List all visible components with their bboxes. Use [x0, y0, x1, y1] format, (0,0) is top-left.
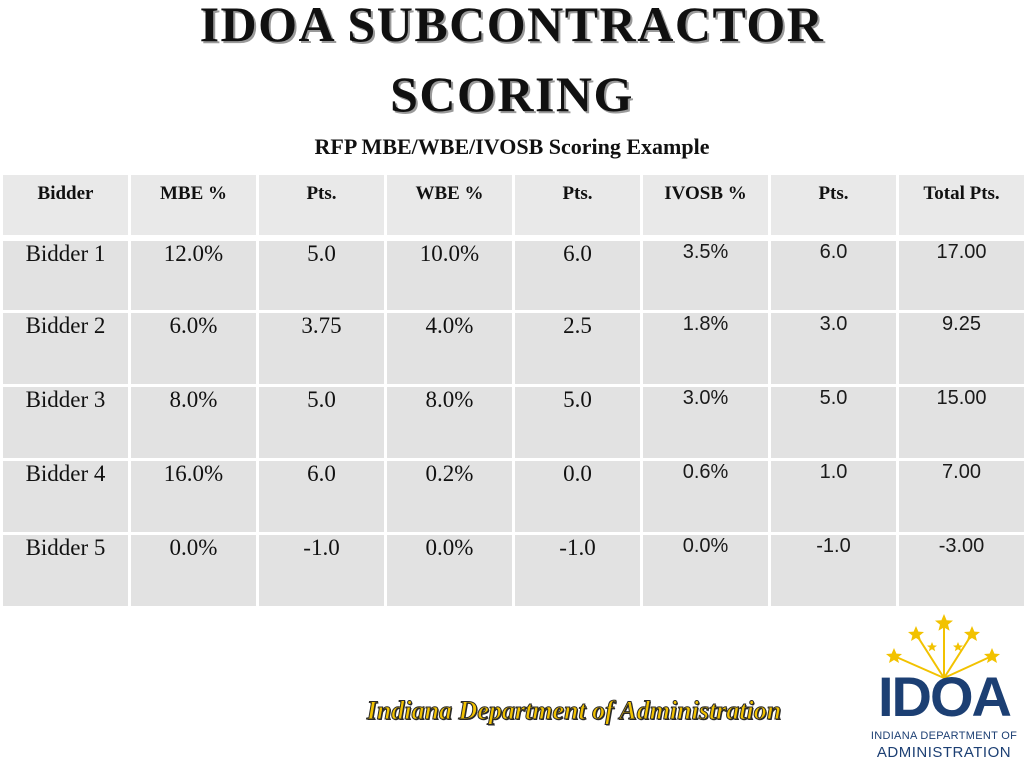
header-bidder: Bidder [0, 172, 131, 241]
table-row: Bidder 3 8.0% 5.0 8.0% 5.0 3.0% 5.0 15.0… [0, 384, 1024, 461]
ivosb-percent-cell: 0.6% [640, 458, 771, 535]
wbe-percent-cell: 10.0% [384, 236, 515, 313]
header-wbe-percent: WBE % [384, 172, 515, 241]
ivosb-percent-cell: 1.8% [640, 310, 771, 387]
bidder-name-cell: Bidder 3 [0, 384, 131, 461]
bidder-name-cell: Bidder 4 [0, 458, 131, 535]
header-mbe-points: Pts. [256, 172, 387, 241]
wbe-points-cell: 6.0 [512, 236, 643, 313]
mbe-percent-cell: 0.0% [128, 532, 259, 609]
ivosb-percent-cell: 0.0% [640, 532, 771, 609]
idoa-logo: IDOA INDIANA DEPARTMENT OF ADMINISTRATIO… [864, 612, 1024, 768]
ivosb-points-cell: 3.0 [768, 310, 899, 387]
ivosb-points-cell: 6.0 [768, 236, 899, 313]
mbe-percent-cell: 6.0% [128, 310, 259, 387]
scoring-table: Bidder MBE % Pts. WBE % Pts. IVOSB % Pts… [0, 172, 1024, 609]
ivosb-points-cell: 1.0 [768, 458, 899, 535]
wbe-points-cell: 0.0 [512, 458, 643, 535]
table-header-row: Bidder MBE % Pts. WBE % Pts. IVOSB % Pts… [0, 172, 1024, 241]
header-mbe-percent: MBE % [128, 172, 259, 241]
mbe-points-cell: 6.0 [256, 458, 387, 535]
ivosb-percent-cell: 3.5% [640, 236, 771, 313]
wbe-points-cell: -1.0 [512, 532, 643, 609]
slide-title-line-2: SCORING [390, 66, 634, 122]
mbe-percent-cell: 8.0% [128, 384, 259, 461]
table-row: Bidder 2 6.0% 3.75 4.0% 2.5 1.8% 3.0 9.2… [0, 310, 1024, 387]
header-wbe-points: Pts. [512, 172, 643, 241]
wbe-percent-cell: 4.0% [384, 310, 515, 387]
slide-title-line-1: IDOA SUBCONTRACTOR [199, 0, 825, 52]
header-total-points: Total Pts. [896, 172, 1024, 241]
ivosb-points-cell: 5.0 [768, 384, 899, 461]
bidder-name-cell: Bidder 5 [0, 532, 131, 609]
logo-subtitle-line-2: ADMINISTRATION [876, 744, 1012, 761]
slide-subtitle: RFP MBE/WBE/IVOSB Scoring Example [314, 134, 710, 159]
wbe-points-cell: 5.0 [512, 384, 643, 461]
bidder-name-cell: Bidder 2 [0, 310, 131, 387]
footer-organization-name: Indiana Department of Administration [366, 696, 782, 726]
total-points-cell: 7.00 [896, 458, 1024, 535]
ivosb-points-cell: -1.0 [768, 532, 899, 609]
star-burst-icon [886, 614, 1000, 679]
ivosb-percent-cell: 3.0% [640, 384, 771, 461]
logo-subtitle-line-1: INDIANA DEPARTMENT OF [870, 730, 1018, 742]
mbe-points-cell: 3.75 [256, 310, 387, 387]
mbe-points-cell: 5.0 [256, 384, 387, 461]
wbe-percent-cell: 0.2% [384, 458, 515, 535]
total-points-cell: -3.00 [896, 532, 1024, 609]
total-points-cell: 15.00 [896, 384, 1024, 461]
logo-letters: IDOA [878, 665, 1012, 728]
table-row: Bidder 4 16.0% 6.0 0.2% 0.0 0.6% 1.0 7.0… [0, 458, 1024, 535]
mbe-percent-cell: 12.0% [128, 236, 259, 313]
header-ivosb-points: Pts. [768, 172, 899, 241]
wbe-percent-cell: 0.0% [384, 532, 515, 609]
total-points-cell: 17.00 [896, 236, 1024, 313]
mbe-points-cell: 5.0 [256, 236, 387, 313]
wbe-percent-cell: 8.0% [384, 384, 515, 461]
header-ivosb-percent: IVOSB % [640, 172, 771, 241]
total-points-cell: 9.25 [896, 310, 1024, 387]
bidder-name-cell: Bidder 1 [0, 236, 131, 313]
wbe-points-cell: 2.5 [512, 310, 643, 387]
table-row: Bidder 5 0.0% -1.0 0.0% -1.0 0.0% -1.0 -… [0, 532, 1024, 609]
mbe-percent-cell: 16.0% [128, 458, 259, 535]
table-row: Bidder 1 12.0% 5.0 10.0% 6.0 3.5% 6.0 17… [0, 236, 1024, 313]
mbe-points-cell: -1.0 [256, 532, 387, 609]
